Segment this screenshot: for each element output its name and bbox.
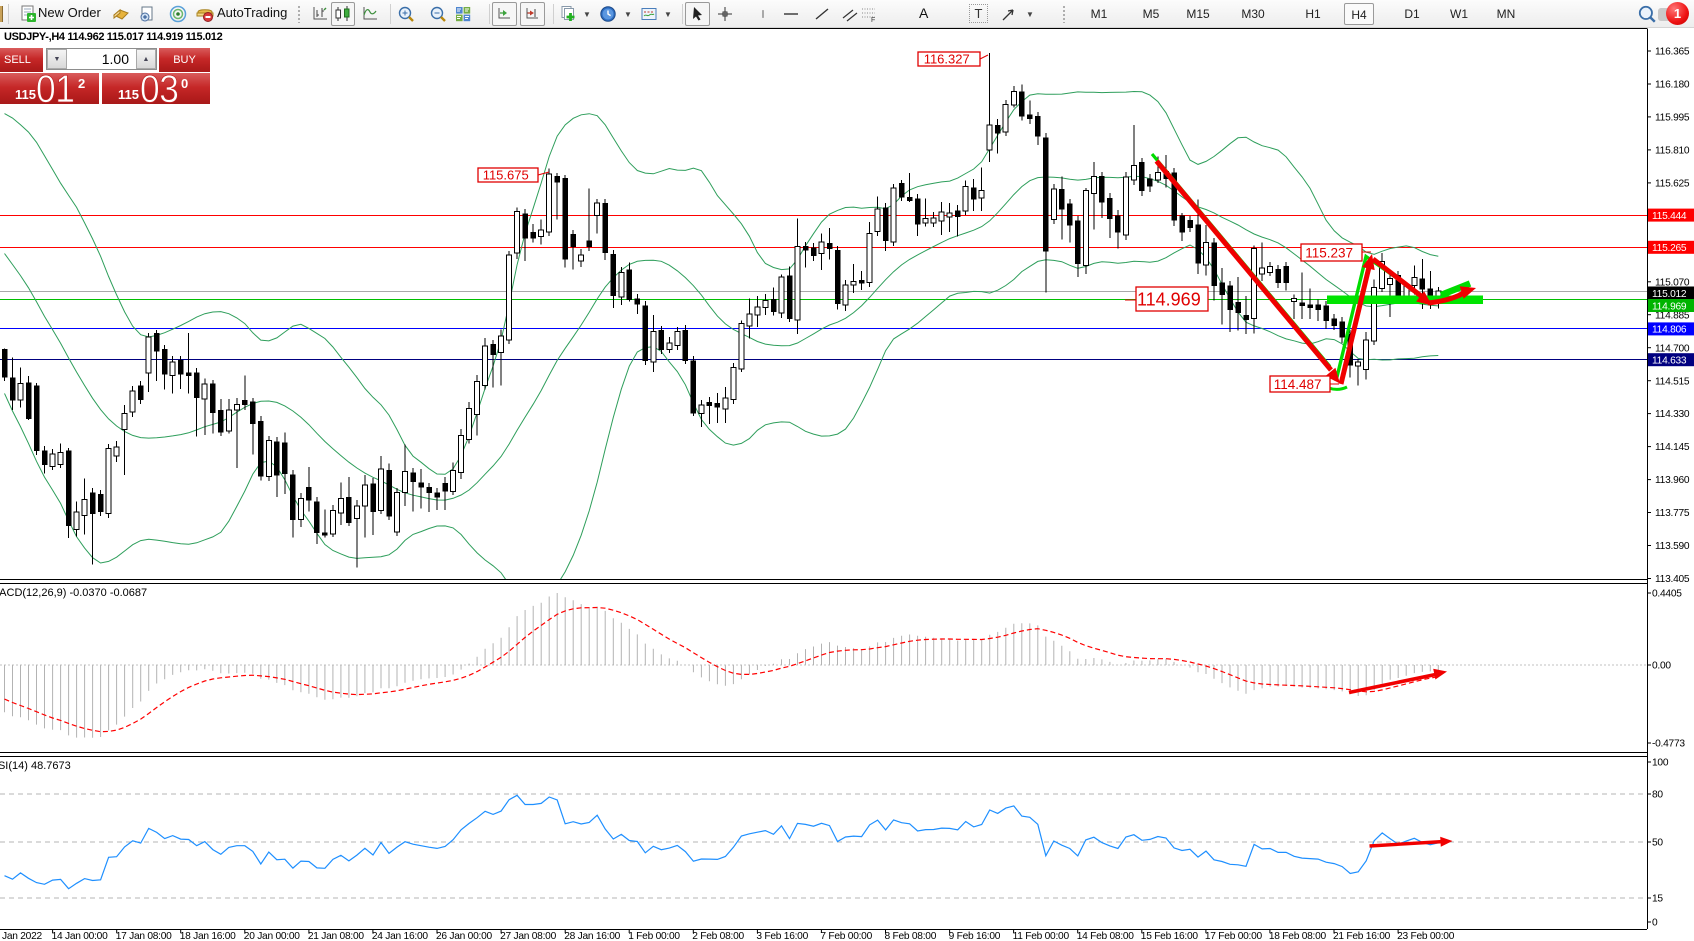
svg-text:115.810: 115.810 — [1655, 146, 1690, 157]
svg-text:21 Jan 08:00: 21 Jan 08:00 — [308, 931, 364, 941]
svg-text:114.969: 114.969 — [1137, 289, 1201, 309]
svg-text:18 Feb 08:00: 18 Feb 08:00 — [1269, 931, 1327, 941]
svg-text:-0.4773: -0.4773 — [1652, 739, 1685, 750]
svg-text:24 Jan 16:00: 24 Jan 16:00 — [372, 931, 428, 941]
svg-text:8 Feb 08:00: 8 Feb 08:00 — [885, 931, 937, 941]
svg-text:113.775: 113.775 — [1655, 508, 1690, 519]
svg-text:9 Feb 16:00: 9 Feb 16:00 — [949, 931, 1001, 941]
svg-text:15 Feb 16:00: 15 Feb 16:00 — [1141, 931, 1199, 941]
svg-text:28 Jan 16:00: 28 Jan 16:00 — [564, 931, 620, 941]
svg-text:115.995: 115.995 — [1655, 113, 1690, 124]
svg-text:7 Feb 00:00: 7 Feb 00:00 — [820, 931, 872, 941]
svg-text:114.330: 114.330 — [1655, 409, 1690, 420]
svg-text:3 Feb 16:00: 3 Feb 16:00 — [756, 931, 808, 941]
svg-text:14 Jan 00:00: 14 Jan 00:00 — [52, 931, 108, 941]
svg-text:115.625: 115.625 — [1655, 179, 1690, 190]
svg-text:Jan 2022: Jan 2022 — [2, 931, 43, 941]
svg-text:114.969: 114.969 — [1652, 301, 1687, 312]
svg-text:115.070: 115.070 — [1655, 277, 1690, 288]
svg-text:14 Feb 08:00: 14 Feb 08:00 — [1077, 931, 1135, 941]
svg-text:0.4405: 0.4405 — [1652, 589, 1682, 600]
svg-text:18 Jan 16:00: 18 Jan 16:00 — [180, 931, 236, 941]
svg-text:113.405: 113.405 — [1655, 574, 1690, 585]
svg-text:114.806: 114.806 — [1652, 325, 1687, 336]
svg-text:RSI(14) 48.7673: RSI(14) 48.7673 — [0, 760, 71, 772]
svg-text:114.700: 114.700 — [1655, 343, 1690, 354]
svg-text:100: 100 — [1652, 758, 1669, 769]
svg-text:113.590: 113.590 — [1655, 541, 1690, 552]
svg-text:1 Feb 00:00: 1 Feb 00:00 — [628, 931, 680, 941]
svg-text:15: 15 — [1652, 894, 1663, 905]
svg-text:113.960: 113.960 — [1655, 475, 1690, 486]
svg-text:26 Jan 00:00: 26 Jan 00:00 — [436, 931, 492, 941]
svg-text:50: 50 — [1652, 838, 1663, 849]
svg-text:80: 80 — [1652, 790, 1663, 801]
svg-text:MACD(12,26,9) -0.0370 -0.0687: MACD(12,26,9) -0.0370 -0.0687 — [0, 587, 147, 599]
svg-text:USDJPY-,H4 114.962 115.017 11: USDJPY-,H4 114.962 115.017 114.919 115.0… — [4, 31, 223, 43]
svg-text:0.00: 0.00 — [1652, 661, 1671, 672]
svg-text:11 Feb 00:00: 11 Feb 00:00 — [1013, 931, 1070, 941]
svg-text:116.365: 116.365 — [1655, 47, 1690, 58]
svg-text:20 Jan 00:00: 20 Jan 00:00 — [244, 931, 300, 941]
svg-text:114.515: 114.515 — [1655, 376, 1690, 387]
svg-text:114.145: 114.145 — [1655, 442, 1690, 453]
svg-text:F: F — [871, 17, 875, 23]
svg-text:27 Jan 08:00: 27 Jan 08:00 — [500, 931, 556, 941]
svg-text:116.180: 116.180 — [1655, 80, 1690, 91]
svg-text:2 Feb 08:00: 2 Feb 08:00 — [692, 931, 744, 941]
svg-text:0: 0 — [1652, 918, 1658, 929]
svg-text:115.265: 115.265 — [1652, 243, 1687, 254]
svg-text:21 Feb 16:00: 21 Feb 16:00 — [1333, 931, 1391, 941]
svg-text:17 Jan 08:00: 17 Jan 08:00 — [116, 931, 172, 941]
svg-text:114.633: 114.633 — [1652, 356, 1687, 367]
svg-text:115.012: 115.012 — [1652, 289, 1687, 300]
svg-text:115.675: 115.675 — [483, 168, 529, 183]
svg-text:17 Feb 00:00: 17 Feb 00:00 — [1205, 931, 1263, 941]
svg-text:114.487: 114.487 — [1274, 377, 1322, 392]
svg-text:115.444: 115.444 — [1652, 211, 1687, 222]
svg-text:116.327: 116.327 — [924, 52, 970, 67]
svg-text:23 Feb 00:00: 23 Feb 00:00 — [1397, 931, 1455, 941]
svg-text:115.237: 115.237 — [1305, 245, 1353, 260]
svg-text:114.885: 114.885 — [1655, 310, 1690, 321]
